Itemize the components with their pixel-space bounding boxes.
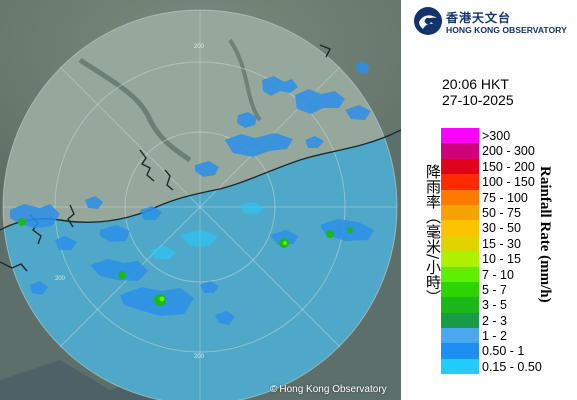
legend-swatch xyxy=(441,189,479,205)
legend-label: 10 - 15 xyxy=(482,252,521,267)
legend-label: 0.15 - 0.50 xyxy=(482,359,542,374)
legend-label: 75 - 100 xyxy=(482,190,528,205)
legend-item: 7 - 10 xyxy=(441,266,571,282)
legend-item: 100 - 150 xyxy=(441,174,571,190)
range-ring-label-sw: 200 xyxy=(55,276,66,282)
legend-label: 7 - 10 xyxy=(482,267,514,282)
legend-item: 75 - 100 xyxy=(441,189,571,205)
legend-item: 10 - 15 xyxy=(441,251,571,267)
legend-swatch xyxy=(441,343,479,359)
legend-item: 15 - 30 xyxy=(441,235,571,252)
legend-item: >300 xyxy=(441,128,571,144)
copyright-notice: © Hong Kong Observatory xyxy=(270,384,387,395)
copyright-icon: © xyxy=(270,384,278,395)
info-panel: 香港天文台 HONG KONG OBSERVATORY 20:06 HKT 27… xyxy=(401,0,577,400)
legend-label: 5 - 7 xyxy=(482,282,508,297)
legend-swatch xyxy=(441,281,479,298)
observation-date: 27-10-2025 xyxy=(442,92,514,108)
legend-swatch xyxy=(441,158,479,175)
hko-logo: 香港天文台 HONG KONG OBSERVATORY xyxy=(413,6,573,38)
legend-item: 2 - 3 xyxy=(441,312,571,329)
logo-chinese-name: 香港天文台 xyxy=(446,11,512,25)
legend-item: 30 - 50 xyxy=(441,220,571,236)
legend-label: 15 - 30 xyxy=(482,236,521,251)
legend-item: 0.50 - 1 xyxy=(441,343,571,359)
legend-swatch xyxy=(441,266,479,282)
coastline xyxy=(0,44,401,272)
legend-swatch xyxy=(441,251,479,267)
legend-title-english: Rainfall Rate (mm/h) xyxy=(537,166,553,303)
legend-swatch xyxy=(441,235,479,252)
radar-map: 200 200 200 xyxy=(0,0,401,400)
copyright-text: Hong Kong Observatory xyxy=(279,384,387,395)
range-rings xyxy=(2,9,398,400)
radar-range-disk xyxy=(3,10,397,400)
radar-map-canvas: 200 200 200 xyxy=(0,0,401,400)
legend-swatch xyxy=(441,220,479,236)
legend-swatch xyxy=(441,204,479,221)
legend-item: 3 - 5 xyxy=(441,297,571,313)
legend-label: 2 - 3 xyxy=(482,313,508,328)
legend-label: 50 - 75 xyxy=(482,205,521,220)
range-ring-label: 200 xyxy=(194,44,205,50)
rainfall-legend: >300 200 - 300 150 - 200 100 - 150 75 - 100 5… xyxy=(441,128,571,375)
legend-label: 150 - 200 xyxy=(482,159,535,174)
legend-swatch xyxy=(441,312,479,329)
legend-label: 0.50 - 1 xyxy=(482,344,525,359)
legend-item: 200 - 300 xyxy=(441,143,571,159)
logo-english-name: HONG KONG OBSERVATORY xyxy=(446,25,567,35)
legend-label: 200 - 300 xyxy=(482,144,535,159)
legend-swatch xyxy=(441,174,479,190)
legend-label: 1 - 2 xyxy=(482,329,508,344)
observation-time: 20:06 HKT xyxy=(442,76,509,92)
range-ring-label-s: 200 xyxy=(194,354,205,360)
legend-label: 3 - 5 xyxy=(482,298,508,313)
legend-label: 30 - 50 xyxy=(482,221,521,236)
legend-item: 50 - 75 xyxy=(441,204,571,221)
legend-swatch xyxy=(441,143,479,159)
rain-echoes xyxy=(10,62,374,325)
hko-logo-icon xyxy=(414,7,442,35)
legend-item: 1 - 2 xyxy=(441,328,571,344)
legend-item: 5 - 7 xyxy=(441,281,571,298)
legend-swatch xyxy=(441,328,479,344)
range-axes xyxy=(3,10,397,400)
legend-swatch xyxy=(441,128,479,144)
legend-swatch xyxy=(441,297,479,313)
legend-title-chinese: 降雨率（毫米/小時） xyxy=(424,164,442,305)
legend-label: 100 - 150 xyxy=(482,175,535,190)
legend-label: >300 xyxy=(482,129,511,143)
legend-item: 0.15 - 0.50 xyxy=(441,358,571,375)
legend-swatch xyxy=(441,358,479,375)
legend-item: 150 - 200 xyxy=(441,158,571,175)
